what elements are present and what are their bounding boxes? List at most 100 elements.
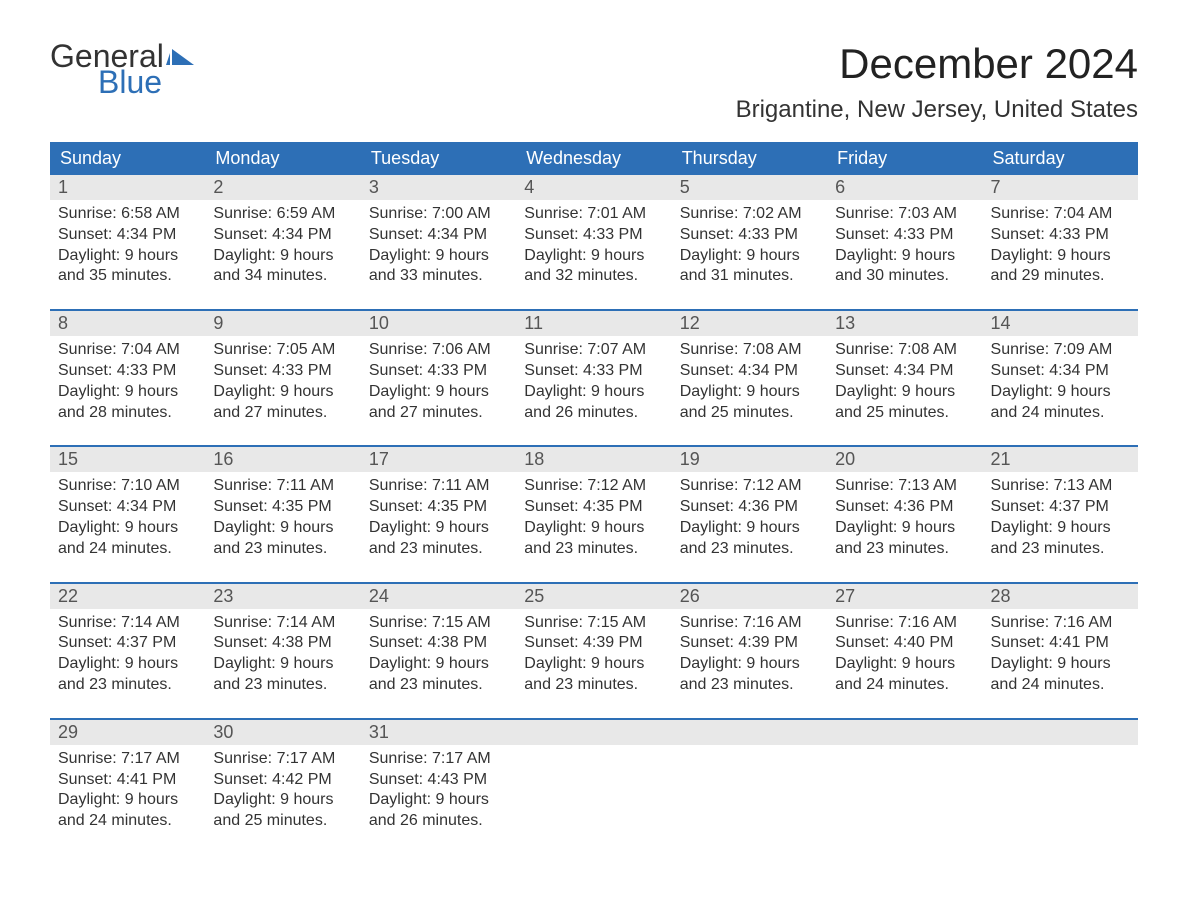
day-line: and 34 minutes. — [213, 266, 352, 287]
day-number: 26 — [672, 584, 827, 609]
title-block: December 2024 Brigantine, New Jersey, Un… — [736, 40, 1138, 136]
day-cell: 14Sunrise: 7:09 AMSunset: 4:34 PMDayligh… — [983, 311, 1138, 427]
day-line: Daylight: 9 hours — [58, 246, 197, 267]
day-header: Monday — [205, 142, 360, 175]
day-number: 24 — [361, 584, 516, 609]
day-line: Sunrise: 7:09 AM — [991, 340, 1130, 361]
day-number: 20 — [827, 447, 982, 472]
day-body: Sunrise: 7:11 AMSunset: 4:35 PMDaylight:… — [205, 472, 360, 563]
day-line: Sunset: 4:36 PM — [680, 497, 819, 518]
day-cell: 1Sunrise: 6:58 AMSunset: 4:34 PMDaylight… — [50, 175, 205, 291]
day-cell: 26Sunrise: 7:16 AMSunset: 4:39 PMDayligh… — [672, 584, 827, 700]
day-line: Daylight: 9 hours — [369, 382, 508, 403]
day-line: and 31 minutes. — [680, 266, 819, 287]
day-line: Daylight: 9 hours — [680, 654, 819, 675]
day-body: Sunrise: 7:15 AMSunset: 4:39 PMDaylight:… — [516, 609, 671, 700]
day-line: Daylight: 9 hours — [58, 382, 197, 403]
day-number — [672, 720, 827, 745]
day-body: Sunrise: 7:17 AMSunset: 4:42 PMDaylight:… — [205, 745, 360, 836]
day-line: Sunrise: 7:04 AM — [991, 204, 1130, 225]
day-line: Daylight: 9 hours — [524, 654, 663, 675]
day-body: Sunrise: 7:14 AMSunset: 4:37 PMDaylight:… — [50, 609, 205, 700]
day-line: Sunset: 4:33 PM — [991, 225, 1130, 246]
day-header: Friday — [827, 142, 982, 175]
day-line: and 27 minutes. — [369, 403, 508, 424]
day-line: and 24 minutes. — [835, 675, 974, 696]
day-cell: 23Sunrise: 7:14 AMSunset: 4:38 PMDayligh… — [205, 584, 360, 700]
header: General Blue December 2024 Brigantine, N… — [50, 40, 1138, 136]
day-cell: 16Sunrise: 7:11 AMSunset: 4:35 PMDayligh… — [205, 447, 360, 563]
day-line: Sunset: 4:34 PM — [680, 361, 819, 382]
day-number: 10 — [361, 311, 516, 336]
day-line: and 23 minutes. — [369, 539, 508, 560]
day-body: Sunrise: 7:07 AMSunset: 4:33 PMDaylight:… — [516, 336, 671, 427]
day-body: Sunrise: 7:08 AMSunset: 4:34 PMDaylight:… — [672, 336, 827, 427]
day-line: Sunset: 4:33 PM — [369, 361, 508, 382]
day-line: Sunset: 4:39 PM — [680, 633, 819, 654]
day-body: Sunrise: 7:17 AMSunset: 4:41 PMDaylight:… — [50, 745, 205, 836]
day-headers-row: Sunday Monday Tuesday Wednesday Thursday… — [50, 142, 1138, 175]
calendar: Sunday Monday Tuesday Wednesday Thursday… — [50, 142, 1138, 836]
day-line: and 23 minutes. — [680, 539, 819, 560]
day-cell: 25Sunrise: 7:15 AMSunset: 4:39 PMDayligh… — [516, 584, 671, 700]
day-number: 30 — [205, 720, 360, 745]
day-number: 7 — [983, 175, 1138, 200]
day-cell: 18Sunrise: 7:12 AMSunset: 4:35 PMDayligh… — [516, 447, 671, 563]
day-line: Sunset: 4:35 PM — [524, 497, 663, 518]
logo: General Blue — [50, 40, 196, 98]
day-number — [827, 720, 982, 745]
day-body: Sunrise: 7:17 AMSunset: 4:43 PMDaylight:… — [361, 745, 516, 836]
day-line: Daylight: 9 hours — [835, 654, 974, 675]
day-line: Daylight: 9 hours — [213, 518, 352, 539]
day-line: and 25 minutes. — [680, 403, 819, 424]
day-body: Sunrise: 7:06 AMSunset: 4:33 PMDaylight:… — [361, 336, 516, 427]
day-line: Sunrise: 7:03 AM — [835, 204, 974, 225]
day-line: and 24 minutes. — [58, 811, 197, 832]
day-line: Sunrise: 7:01 AM — [524, 204, 663, 225]
day-cell — [827, 720, 982, 836]
day-cell: 5Sunrise: 7:02 AMSunset: 4:33 PMDaylight… — [672, 175, 827, 291]
day-cell: 28Sunrise: 7:16 AMSunset: 4:41 PMDayligh… — [983, 584, 1138, 700]
day-number: 4 — [516, 175, 671, 200]
day-line: Sunset: 4:38 PM — [213, 633, 352, 654]
day-line: Sunrise: 7:17 AM — [58, 749, 197, 770]
day-body: Sunrise: 7:13 AMSunset: 4:36 PMDaylight:… — [827, 472, 982, 563]
day-body: Sunrise: 7:16 AMSunset: 4:40 PMDaylight:… — [827, 609, 982, 700]
day-cell: 11Sunrise: 7:07 AMSunset: 4:33 PMDayligh… — [516, 311, 671, 427]
day-line: Sunrise: 7:14 AM — [213, 613, 352, 634]
day-line: Sunrise: 7:07 AM — [524, 340, 663, 361]
day-line: and 23 minutes. — [58, 675, 197, 696]
day-line: Sunrise: 7:04 AM — [58, 340, 197, 361]
day-cell: 8Sunrise: 7:04 AMSunset: 4:33 PMDaylight… — [50, 311, 205, 427]
day-line: Sunrise: 7:17 AM — [213, 749, 352, 770]
day-line: Sunset: 4:41 PM — [58, 770, 197, 791]
week-row: 22Sunrise: 7:14 AMSunset: 4:37 PMDayligh… — [50, 582, 1138, 700]
day-line: Sunrise: 7:11 AM — [213, 476, 352, 497]
day-line: and 30 minutes. — [835, 266, 974, 287]
day-line: and 23 minutes. — [369, 675, 508, 696]
day-header: Saturday — [983, 142, 1138, 175]
logo-word2: Blue — [98, 66, 196, 98]
day-line: and 32 minutes. — [524, 266, 663, 287]
day-cell: 9Sunrise: 7:05 AMSunset: 4:33 PMDaylight… — [205, 311, 360, 427]
day-line: Sunset: 4:37 PM — [991, 497, 1130, 518]
day-line: Daylight: 9 hours — [58, 518, 197, 539]
day-number: 19 — [672, 447, 827, 472]
day-body: Sunrise: 7:03 AMSunset: 4:33 PMDaylight:… — [827, 200, 982, 291]
day-line: Sunset: 4:33 PM — [680, 225, 819, 246]
day-cell: 29Sunrise: 7:17 AMSunset: 4:41 PMDayligh… — [50, 720, 205, 836]
day-line: and 25 minutes. — [835, 403, 974, 424]
day-cell: 17Sunrise: 7:11 AMSunset: 4:35 PMDayligh… — [361, 447, 516, 563]
day-cell: 10Sunrise: 7:06 AMSunset: 4:33 PMDayligh… — [361, 311, 516, 427]
day-line: Sunset: 4:41 PM — [991, 633, 1130, 654]
week-row: 8Sunrise: 7:04 AMSunset: 4:33 PMDaylight… — [50, 309, 1138, 427]
day-line: Daylight: 9 hours — [835, 246, 974, 267]
day-cell: 15Sunrise: 7:10 AMSunset: 4:34 PMDayligh… — [50, 447, 205, 563]
day-line: Daylight: 9 hours — [680, 518, 819, 539]
day-body: Sunrise: 7:14 AMSunset: 4:38 PMDaylight:… — [205, 609, 360, 700]
day-line: Daylight: 9 hours — [991, 382, 1130, 403]
day-number: 2 — [205, 175, 360, 200]
day-line: Sunset: 4:36 PM — [835, 497, 974, 518]
day-line: Daylight: 9 hours — [213, 790, 352, 811]
day-number: 31 — [361, 720, 516, 745]
